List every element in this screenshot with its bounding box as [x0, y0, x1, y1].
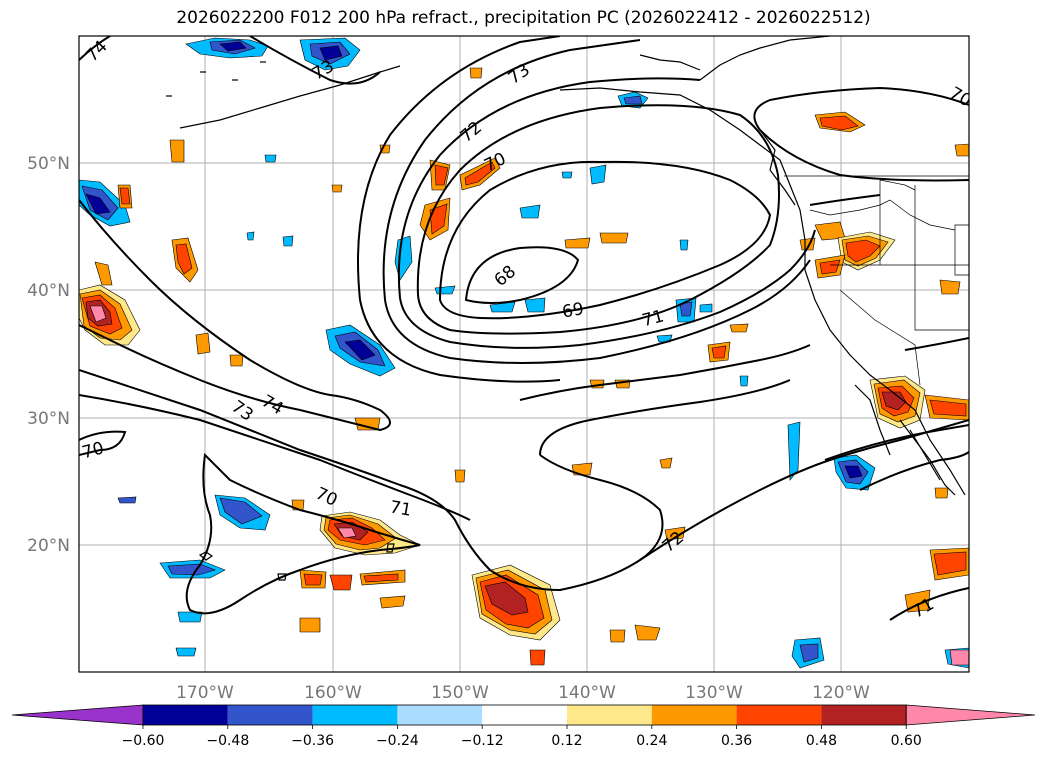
colorbar-tick-label: −0.36 — [291, 733, 334, 749]
colorbar-segment — [227, 705, 313, 725]
latitude-label: 20°N — [27, 536, 70, 556]
latitude-label: 50°N — [27, 154, 70, 174]
colorbar-tick-label: −0.48 — [206, 733, 249, 749]
colorbar-extend-max — [905, 704, 1036, 726]
coastlines — [166, 36, 966, 581]
longitude-label: 160°W — [304, 683, 362, 703]
latitude-label: 40°N — [27, 281, 70, 301]
colorbar-segment — [736, 705, 822, 725]
latitude-axis: 50°N 40°N 30°N 20°N — [27, 154, 70, 556]
longitude-axis: 170°W 160°W 150°W 140°W 130°W 120°W — [176, 683, 870, 703]
colorbar: −0.60 −0.48 −0.36 −0.24 −0.12 0.12 0.24 0.36 0.4… — [11, 704, 1036, 749]
plot-area — [79, 36, 969, 672]
longitude-label: 150°W — [431, 683, 489, 703]
colorbar-segment — [821, 705, 907, 725]
colorbar-tick-label: 0.60 — [891, 733, 922, 749]
colorbar-segment — [567, 705, 652, 725]
colorbar-tick-label: 0.24 — [636, 733, 667, 749]
map-title: 2026022200 F012 200 hPa refract., precip… — [176, 8, 871, 28]
contour-label: 71 — [388, 497, 413, 520]
political-borders — [784, 175, 969, 386]
negative-precipitation-areas — [79, 37, 969, 669]
colorbar-tick-label: 0.36 — [721, 733, 752, 749]
latitude-label: 30°N — [27, 409, 70, 429]
plot-frame — [78, 35, 970, 673]
colorbar-segment — [143, 705, 228, 725]
colorbar-segment — [312, 705, 398, 725]
colorbar-tick-label: −0.12 — [461, 733, 504, 749]
longitude-label: 130°W — [685, 683, 743, 703]
longitude-label: 170°W — [176, 683, 234, 703]
longitude-label: 140°W — [558, 683, 616, 703]
refractivity-contours — [79, 36, 969, 621]
colorbar-frame — [142, 704, 907, 726]
colorbar-tick-label: −0.60 — [122, 733, 165, 749]
contour-label: 69 — [561, 299, 586, 322]
colorbar-segment — [651, 705, 737, 725]
colorbar-segment — [397, 705, 483, 725]
colorbar-extend-min — [11, 704, 144, 726]
colorbar-tick-label: 0.12 — [551, 733, 582, 749]
colorbar-tick-label: −0.24 — [376, 733, 419, 749]
colorbar-tick-label: 0.48 — [806, 733, 837, 749]
longitude-label: 120°W — [812, 683, 870, 703]
graticule — [79, 36, 969, 672]
positive-precipitation-areas — [79, 67, 969, 666]
colorbar-segment — [482, 705, 567, 725]
